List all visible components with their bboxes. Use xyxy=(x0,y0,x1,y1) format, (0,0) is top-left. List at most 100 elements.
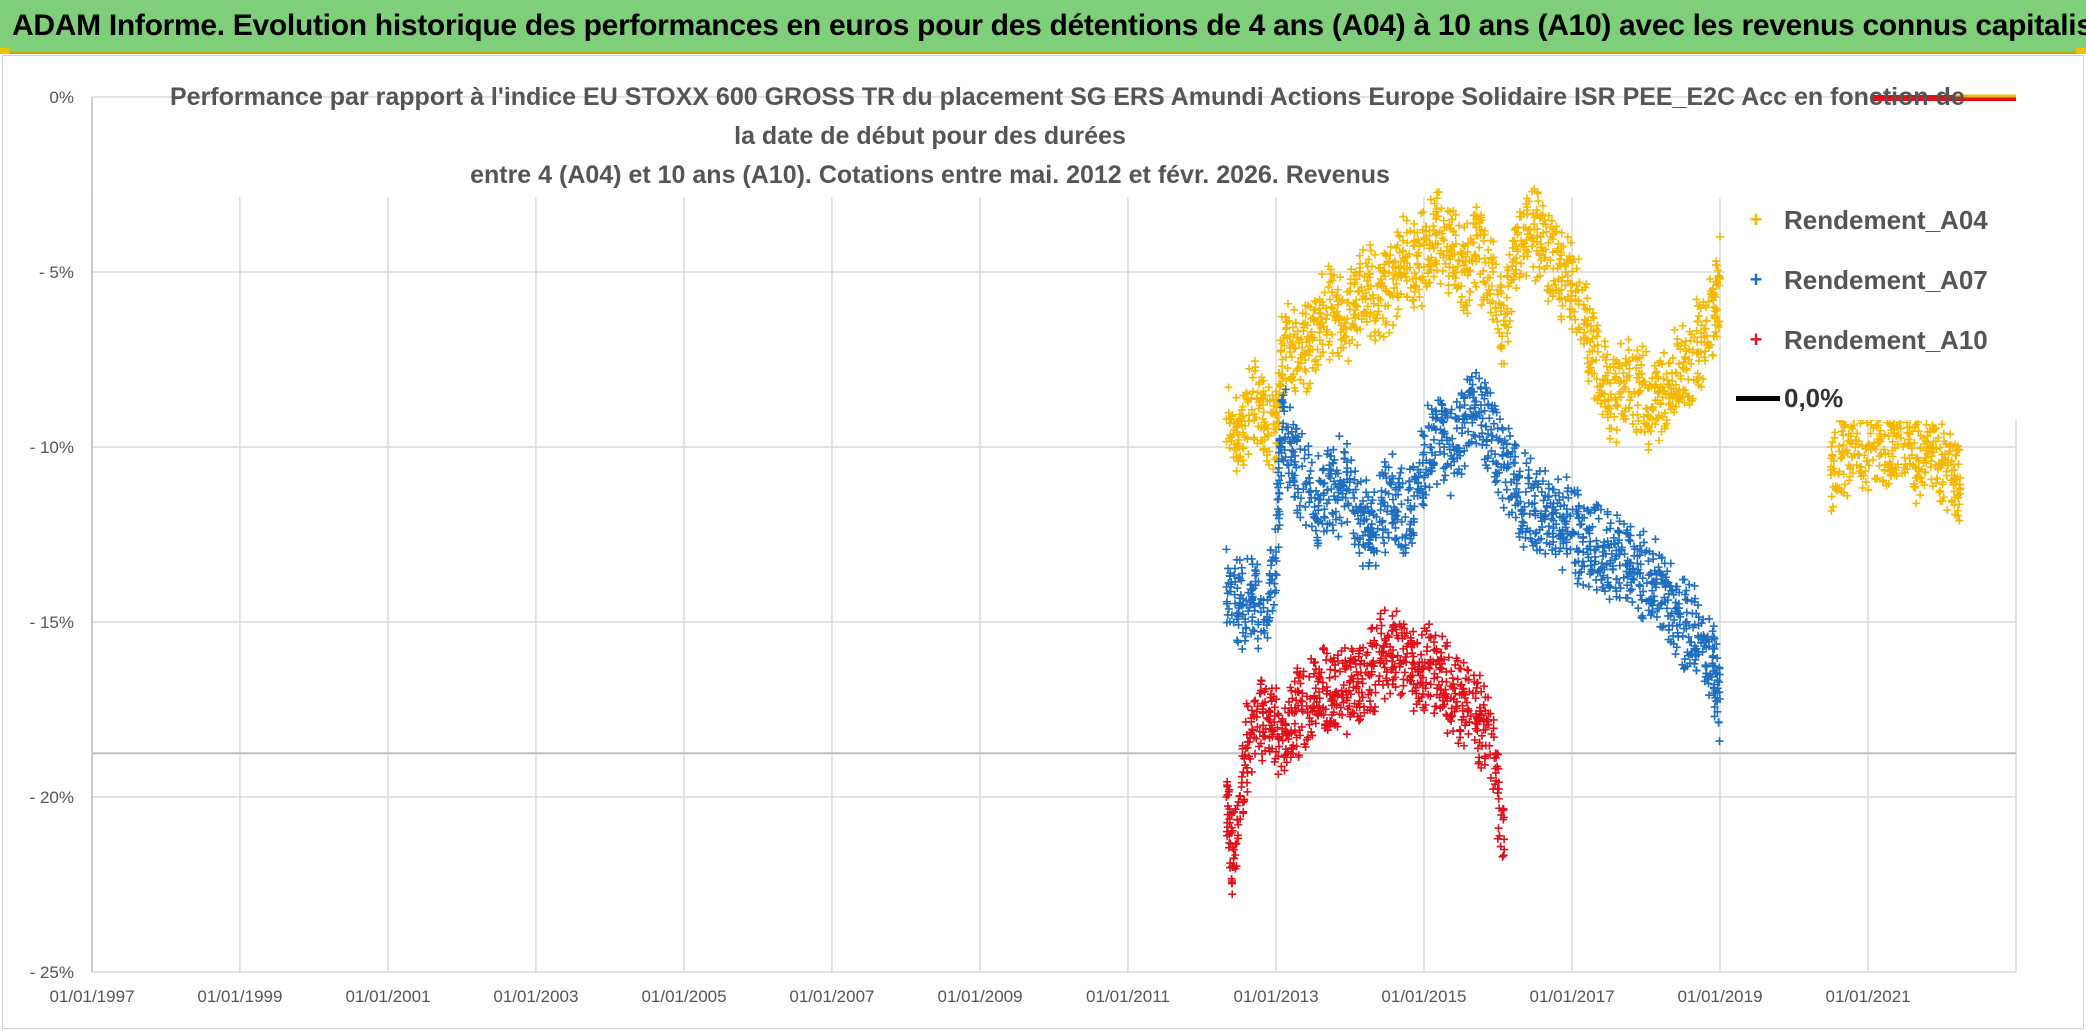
scatter-point-a04 xyxy=(1479,236,1488,245)
scatter-point-a10 xyxy=(1251,749,1260,758)
scatter-point-a04 xyxy=(1417,209,1426,218)
scatter-point-a04 xyxy=(1496,307,1505,316)
scatter-point-a04 xyxy=(1856,419,1865,428)
scatter-point-a04 xyxy=(1324,340,1333,349)
scatter-point-a04 xyxy=(1477,216,1486,225)
scatter-point-a04 xyxy=(1557,228,1566,237)
scatter-point-a07 xyxy=(1597,575,1606,584)
scatter-point-a07 xyxy=(1319,464,1328,473)
scatter-point-a10 xyxy=(1305,720,1314,729)
scatter-point-a04 xyxy=(1671,380,1680,389)
scatter-point-a04 xyxy=(1408,296,1417,305)
scatter-point-a04 xyxy=(1687,396,1696,405)
scatter-point-a04 xyxy=(1679,358,1688,367)
scatter-point-a07 xyxy=(1383,507,1392,516)
scatter-point-a07 xyxy=(1379,526,1388,535)
scatter-point-a04 xyxy=(1684,355,1693,364)
scatter-point-a04 xyxy=(1625,403,1634,412)
scatter-point-a04 xyxy=(1656,357,1665,366)
scatter-point-a07 xyxy=(1469,430,1478,439)
scatter-point-a04 xyxy=(1955,516,1964,525)
scatter-point-a04 xyxy=(1463,301,1472,310)
scatter-point-a04 xyxy=(1916,474,1925,483)
scatter-point-a07 xyxy=(1350,494,1359,503)
scatter-point-a07 xyxy=(1559,493,1567,502)
scatter-point-a04 xyxy=(1402,216,1411,225)
scatter-point-a07 xyxy=(1298,462,1307,471)
scatter-point-a10 xyxy=(1241,718,1250,727)
scatter-point-a07 xyxy=(1675,588,1684,597)
scatter-point-a04 xyxy=(1371,250,1380,259)
scatter-point-a10 xyxy=(1243,787,1252,796)
scatter-point-a07 xyxy=(1456,451,1465,460)
scatter-point-a04 xyxy=(1362,317,1371,326)
scatter-point-a07 xyxy=(1419,431,1428,440)
scatter-point-a07 xyxy=(1307,522,1316,531)
scatter-point-a07 xyxy=(1262,612,1271,621)
scatter-point-a07 xyxy=(1655,551,1664,560)
scatter-point-a04 xyxy=(1465,287,1474,296)
scatter-point-a04 xyxy=(1900,453,1909,462)
scatter-point-a07 xyxy=(1491,405,1500,414)
scatter-point-a04 xyxy=(1950,487,1959,496)
scatter-point-a07 xyxy=(1439,476,1448,485)
scatter-point-a04 xyxy=(1589,326,1598,335)
scatter-point-a07 xyxy=(1543,530,1552,539)
scatter-point-a04 xyxy=(1575,278,1584,287)
scatter-point-a07 xyxy=(1297,494,1305,503)
scatter-point-a07 xyxy=(1454,465,1463,474)
scatter-point-a04 xyxy=(1265,396,1274,405)
scatter-point-a04 xyxy=(1488,315,1497,324)
scatter-point-a07 xyxy=(1615,593,1624,602)
scatter-point-a10 xyxy=(1247,714,1256,723)
scatter-point-a04 xyxy=(1548,288,1557,297)
scatter-point-a07 xyxy=(1564,493,1573,502)
scatter-point-a04 xyxy=(1950,510,1959,519)
scatter-point-a04 xyxy=(1487,254,1496,263)
scatter-point-a04 xyxy=(1451,239,1460,248)
scatter-point-a10 xyxy=(1258,756,1267,765)
banner-corner-right xyxy=(2076,48,2086,54)
scatter-point-a07 xyxy=(1315,495,1324,504)
scatter-point-a07 xyxy=(1514,473,1523,482)
scatter-point-a10 xyxy=(1282,731,1291,740)
scatter-point-a07 xyxy=(1356,511,1365,520)
scatter-point-a04 xyxy=(1619,411,1628,420)
scatter-point-a04 xyxy=(1650,381,1659,390)
scatter-point-a07 xyxy=(1327,485,1336,493)
scatter-point-a07 xyxy=(1239,610,1247,619)
scatter-point-a04 xyxy=(1652,414,1661,423)
scatter-point-a04 xyxy=(1624,335,1633,344)
scatter-point-a04 xyxy=(1391,264,1400,273)
scatter-point-a07 xyxy=(1530,506,1539,515)
scatter-point-a04 xyxy=(1364,255,1373,264)
scatter-point-a04 xyxy=(1584,377,1593,386)
scatter-point-a07 xyxy=(1476,400,1485,409)
scatter-point-a04 xyxy=(1538,210,1547,219)
scatter-point-a07 xyxy=(1362,488,1371,497)
scatter-point-a07 xyxy=(1306,486,1315,495)
scatter-point-a04 xyxy=(1453,262,1462,271)
scatter-point-a04 xyxy=(1248,373,1257,382)
scatter-point-a07 xyxy=(1684,621,1693,630)
legend-marker-a10: + xyxy=(1749,327,1763,352)
scatter-point-a04 xyxy=(1472,203,1481,212)
scatter-point-a07 xyxy=(1638,574,1647,583)
scatter-point-a07 xyxy=(1615,561,1624,570)
scatter-point-a07 xyxy=(1392,534,1401,543)
scatter-point-a10 xyxy=(1232,862,1241,871)
scatter-point-a04 xyxy=(1901,460,1910,469)
scatter-point-a07 xyxy=(1465,439,1474,448)
scatter-point-a04 xyxy=(1685,327,1694,336)
scatter-point-a04 xyxy=(1651,420,1660,429)
scatter-point-a04 xyxy=(1328,304,1337,313)
scatter-point-a10 xyxy=(1257,676,1266,685)
scatter-point-a04 xyxy=(1534,197,1543,206)
scatter-point-a07 xyxy=(1289,447,1298,456)
scatter-point-a10 xyxy=(1267,697,1276,706)
scatter-point-a07 xyxy=(1525,526,1534,535)
legend-item-a10: + Rendement_A10 xyxy=(1740,310,2040,370)
scatter-point-a04 xyxy=(1315,328,1324,337)
scatter-point-a04 xyxy=(1406,226,1415,235)
scatter-point-a04 xyxy=(1883,418,1892,427)
